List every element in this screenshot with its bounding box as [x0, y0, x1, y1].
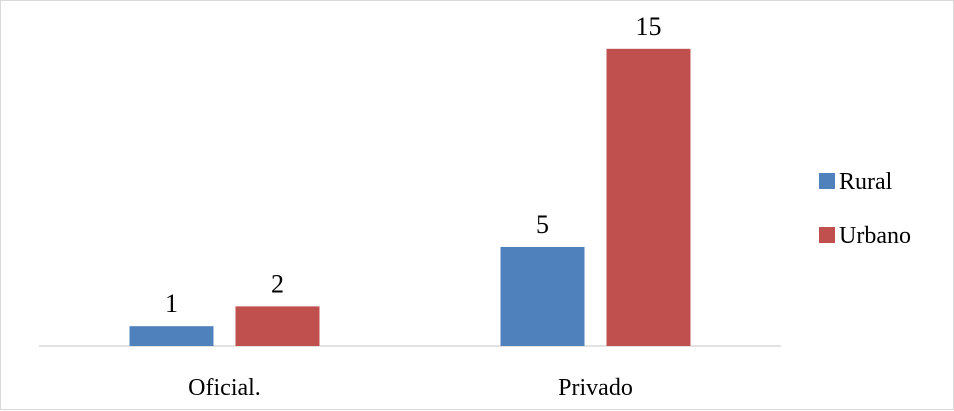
- data-label-urbano-0: 2: [271, 269, 284, 298]
- bar-urbano-0: [235, 306, 320, 346]
- legend-swatch-rural: [819, 173, 835, 189]
- data-label-rural-0: 1: [165, 289, 178, 318]
- legend-label-urbano: Urbano: [839, 223, 911, 249]
- bar-urbano-1: [606, 48, 691, 346]
- x-tick-label-0: Oficial.: [188, 375, 261, 401]
- x-tick-label-1: Privado: [558, 375, 633, 401]
- legend-swatch-urbano: [819, 227, 835, 243]
- bar-rural-1: [500, 246, 585, 346]
- data-label-urbano-1: 15: [636, 12, 662, 41]
- bar-rural-0: [129, 326, 214, 346]
- legend-label-rural: Rural: [839, 169, 893, 195]
- data-label-rural-1: 5: [536, 210, 549, 239]
